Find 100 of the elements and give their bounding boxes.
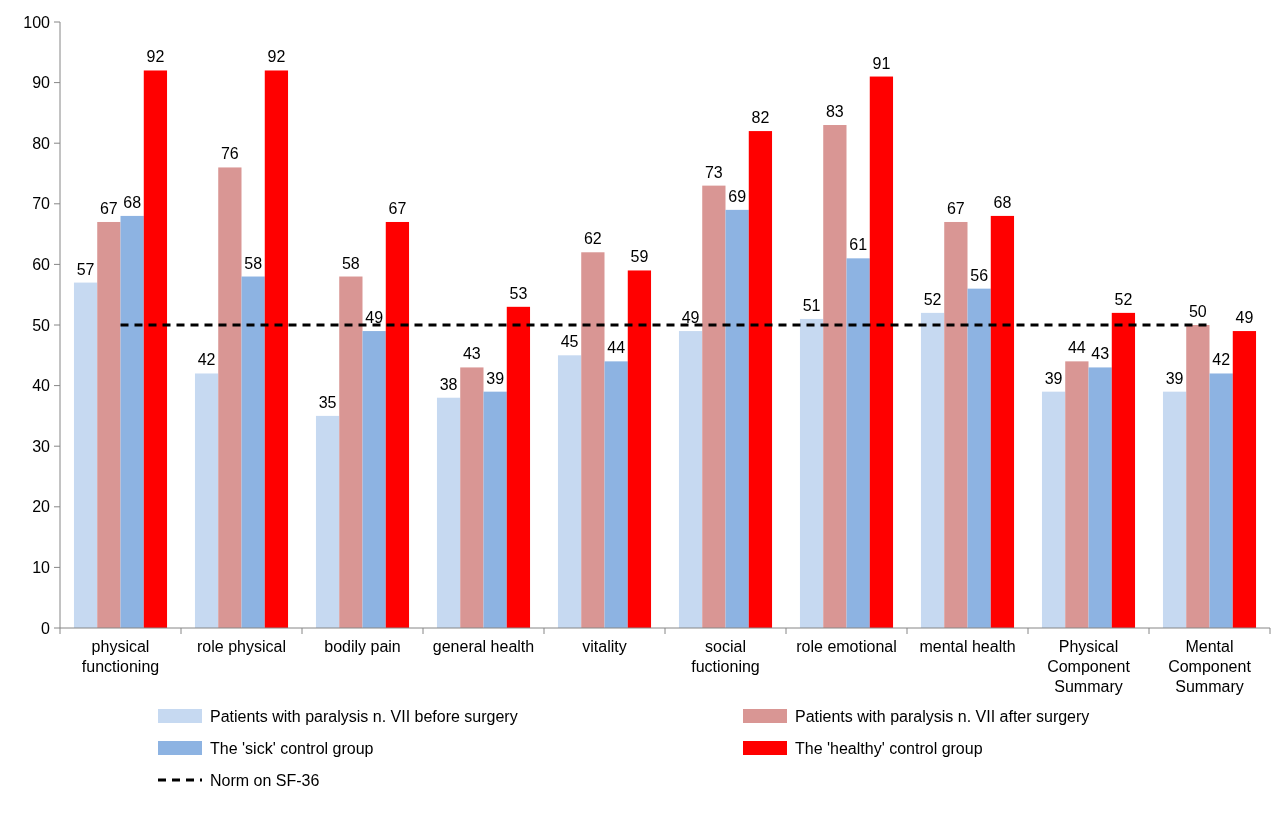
x-tick-label: role emotional: [796, 638, 897, 655]
y-tick-label: 0: [41, 619, 51, 637]
bar: [120, 215, 144, 628]
x-tick-label: physical functioning: [81, 638, 160, 675]
data-label: 39: [1044, 369, 1063, 387]
bar: [73, 282, 98, 628]
data-label: 49: [1235, 309, 1254, 327]
bar: [967, 288, 991, 628]
data-label: 49: [365, 309, 384, 327]
data-label: 52: [1114, 290, 1133, 308]
bar: [846, 258, 870, 628]
data-label: 67: [388, 199, 407, 217]
y-tick-label: 30: [32, 437, 51, 455]
data-label: 39: [1165, 369, 1184, 387]
bar: [218, 167, 242, 628]
bar: [823, 125, 847, 628]
legend-label: Patients with paralysis n. VII before surgery: [210, 707, 518, 725]
data-label: 44: [1067, 339, 1086, 357]
data-label: 53: [509, 284, 528, 302]
data-label: 92: [146, 48, 165, 66]
bar: [362, 331, 386, 628]
bar: [264, 70, 289, 628]
bar: [869, 76, 894, 628]
bar: [920, 312, 945, 628]
y-tick-label: 10: [32, 559, 51, 576]
data-label: 39: [486, 369, 505, 387]
y-tick-label: 60: [32, 256, 51, 273]
data-label: 38: [439, 375, 458, 393]
bar: [506, 306, 531, 628]
x-tick-label: vitality: [582, 638, 627, 655]
data-label: 82: [751, 109, 770, 127]
y-tick-label: 90: [32, 74, 51, 92]
bar: [1186, 325, 1210, 628]
x-tick-label: social fuctioning: [691, 638, 760, 675]
x-tick-label: bodily pain: [324, 638, 401, 655]
x-tick-label: general health: [432, 638, 535, 655]
data-label: 52: [923, 290, 942, 308]
y-tick-label: 20: [32, 498, 51, 516]
bar: [627, 270, 652, 628]
bar: [748, 131, 773, 628]
data-label: 57: [76, 260, 95, 278]
bar: [1041, 391, 1066, 628]
legend-label: The 'healthy' control group: [795, 739, 983, 757]
bar: [460, 367, 484, 628]
data-label: 62: [583, 230, 602, 248]
data-label: 58: [244, 254, 263, 272]
bar: [725, 209, 749, 628]
data-label: 58: [341, 254, 360, 272]
y-tick-label: 70: [32, 195, 51, 213]
bar: [339, 276, 363, 628]
data-label: 73: [704, 163, 723, 181]
bar: [483, 391, 507, 628]
data-label: 42: [1212, 351, 1231, 369]
x-tick-label: role physical: [197, 638, 286, 655]
bar: [990, 215, 1015, 628]
data-label: 56: [970, 266, 989, 284]
x-tick-label: Physical Component Summary: [1047, 638, 1131, 695]
bar: [315, 415, 340, 628]
data-label: 91: [872, 54, 891, 72]
bar: [97, 221, 121, 628]
bar: [1065, 361, 1089, 628]
data-label: 67: [946, 199, 965, 217]
legend-label: Norm on SF-36: [210, 771, 320, 789]
data-label: 68: [123, 193, 142, 211]
bar: [581, 252, 605, 628]
data-label: 43: [1091, 345, 1110, 363]
x-tick-label: mental health: [919, 638, 1016, 655]
bar: [194, 373, 219, 628]
data-label: 68: [993, 193, 1012, 211]
bar: [702, 185, 726, 628]
bar: [604, 361, 628, 628]
data-label: 44: [607, 339, 626, 357]
bar: [143, 70, 168, 628]
y-tick-label: 100: [23, 13, 51, 31]
data-label: 42: [197, 351, 216, 369]
bar: [1088, 367, 1112, 628]
legend-label: Patients with paralysis n. VII after surgery: [795, 707, 1090, 725]
bar: [1209, 373, 1233, 628]
data-label: 35: [318, 393, 337, 411]
data-label: 51: [802, 296, 821, 314]
bar: [241, 276, 265, 628]
bar: [1232, 331, 1257, 628]
bar: [1111, 312, 1136, 628]
data-label: 69: [728, 187, 747, 205]
data-label: 67: [99, 199, 118, 217]
y-tick-label: 80: [32, 134, 51, 152]
y-tick-label: 50: [32, 316, 51, 334]
bar: [557, 355, 582, 628]
y-tick-label: 40: [32, 377, 51, 395]
x-tick-label: Mental Component Summary: [1168, 638, 1252, 695]
data-label: 49: [681, 309, 700, 327]
legend-label: The 'sick' control group: [210, 739, 374, 757]
bar: [436, 397, 461, 628]
bar: [678, 331, 703, 628]
bar: [1162, 391, 1187, 628]
data-label: 45: [560, 333, 579, 351]
data-label: 50: [1188, 303, 1207, 320]
data-label: 76: [220, 145, 239, 163]
bar: [944, 221, 968, 628]
data-label: 83: [825, 103, 844, 121]
